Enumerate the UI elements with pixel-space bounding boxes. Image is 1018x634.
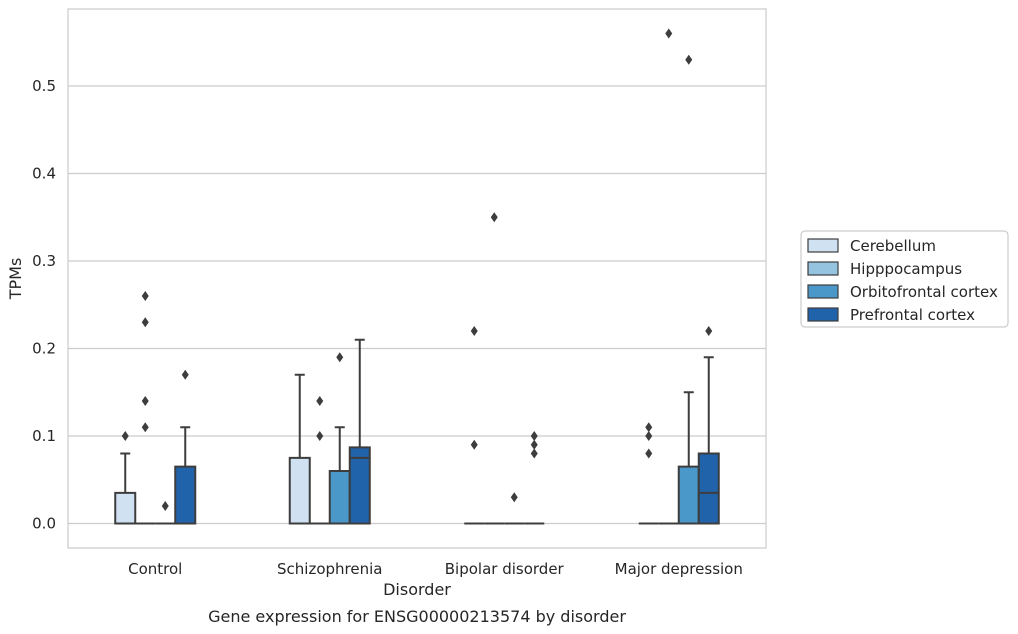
box-orbitofrontal-cortex <box>155 501 176 525</box>
legend-swatch <box>807 284 839 299</box>
legend-swatch <box>807 307 839 322</box>
box-orbitofrontal-cortex <box>328 352 351 525</box>
legend-label: Orbitofrontal cortex <box>850 283 998 301</box>
outlier-point <box>470 326 478 336</box>
x-axis-ticks: Control Schizophrenia Bipolar disorder Majo… <box>128 560 743 578</box>
x-tick-label: Bipolar disorder <box>445 560 565 578</box>
box-body <box>348 446 371 525</box>
legend-frame <box>800 230 1009 328</box>
legend-swatch <box>807 261 839 276</box>
outlier-point <box>121 431 129 441</box>
box-prefrontal-cortex <box>524 431 545 525</box>
box-prefrontal-cortex <box>174 369 197 525</box>
outlier-point <box>141 396 149 406</box>
outlier-point <box>141 317 149 328</box>
outlier-point <box>316 396 324 406</box>
y-tick-label: 0.5 <box>32 77 56 95</box>
y-tick-label: 0.1 <box>32 427 56 445</box>
box-prefrontal-cortex <box>697 326 720 525</box>
box-body <box>677 465 700 525</box>
x-tick-label: Major depression <box>615 560 743 578</box>
y-tick-label: 0.2 <box>32 340 56 358</box>
plot-frame <box>67 8 767 549</box>
outlier-point <box>685 54 693 65</box>
outlier-point <box>705 326 713 336</box>
outlier-point <box>645 422 653 433</box>
outlier-point <box>141 291 149 301</box>
box-orbitofrontal-cortex <box>504 492 525 525</box>
outlier-point <box>316 431 324 441</box>
x-tick-label: Control <box>128 560 182 578</box>
outlier-point <box>181 369 189 380</box>
legend-label: Hipppocampus <box>850 260 962 278</box>
outlier-point <box>470 439 478 450</box>
outlier-point <box>161 501 169 511</box>
box-hipppocampus <box>309 396 330 525</box>
chart-caption: Gene expression for ENSG00000213574 by d… <box>208 607 626 626</box>
y-tick-label: 0.0 <box>32 515 56 533</box>
box-hipppocampus <box>484 212 505 525</box>
y-axis-label: TPMs <box>6 258 25 301</box>
outlier-point <box>141 422 149 433</box>
box-body <box>174 465 197 525</box>
box-cerebellum <box>638 422 659 525</box>
box-body <box>114 491 137 525</box>
box-cerebellum <box>464 326 485 525</box>
box-plot-area <box>114 28 720 525</box>
outlier-point <box>645 431 653 441</box>
legend-label: Cerebellum <box>850 237 936 255</box>
x-axis-label: Disorder <box>383 580 451 599</box>
outlier-point <box>510 492 518 503</box>
outlier-point <box>336 352 344 363</box>
box-orbitofrontal-cortex <box>677 54 700 525</box>
outlier-point <box>665 28 673 39</box>
outlier-point <box>530 448 538 459</box>
box-prefrontal-cortex <box>348 338 371 525</box>
outlier-point <box>530 439 538 450</box>
box-body <box>697 452 720 525</box>
outlier-point <box>530 431 538 441</box>
y-tick-label: 0.3 <box>32 252 56 270</box>
box-hipppocampus <box>658 28 679 525</box>
outlier-point <box>490 212 498 223</box>
y-tick-label: 0.4 <box>32 165 56 183</box>
legend: Cerebellum Hipppocampus Orbitofrontal cort… <box>800 230 1009 328</box>
box-hipppocampus <box>135 291 156 525</box>
box-cerebellum <box>288 373 311 525</box>
x-tick-label: Schizophrenia <box>277 560 382 578</box>
legend-label: Prefrontal cortex <box>850 306 975 324</box>
box-body <box>288 456 311 525</box>
grid-lines <box>68 85 766 525</box>
box-cerebellum <box>114 431 137 525</box>
y-axis-ticks: 0.0 0.1 0.2 0.3 0.4 0.5 <box>32 77 56 533</box>
legend-swatch <box>807 238 839 253</box>
box-body <box>328 470 351 525</box>
outlier-point <box>645 448 653 459</box>
